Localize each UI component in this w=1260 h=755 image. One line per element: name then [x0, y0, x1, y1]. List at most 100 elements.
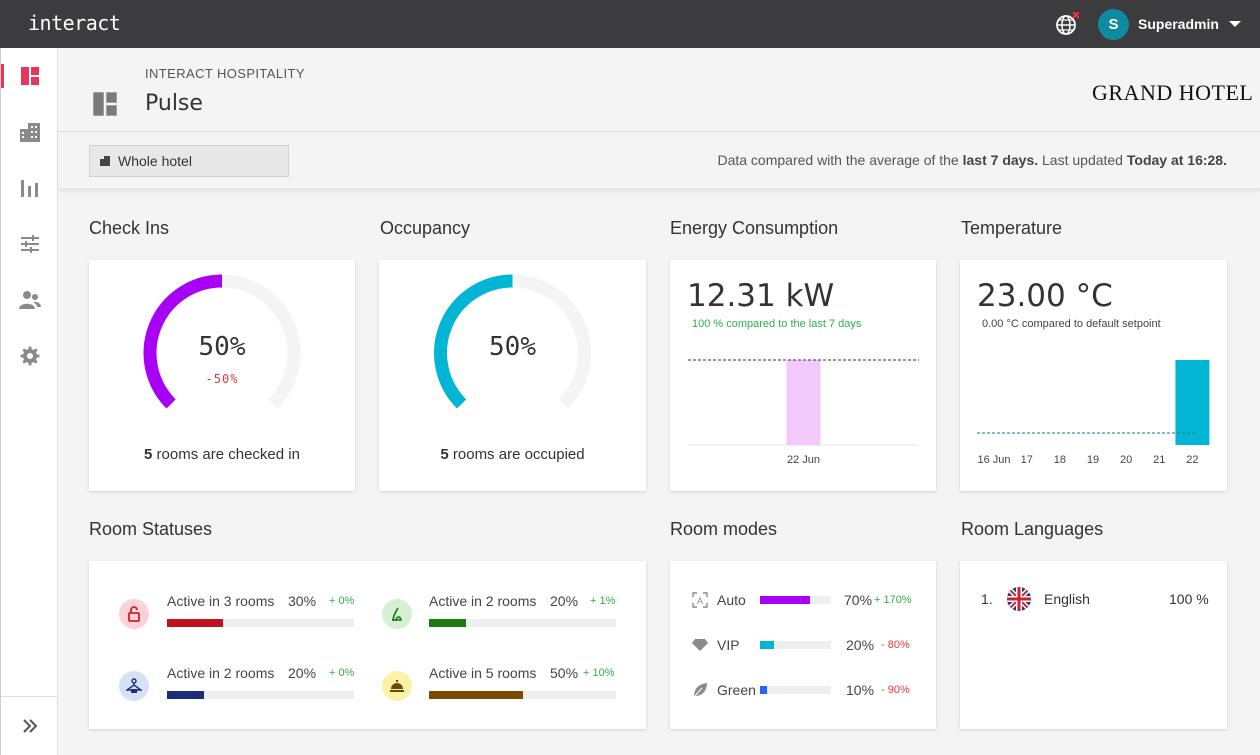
mode-bar [760, 686, 831, 694]
occupancy-caption: 5 rooms are occupied [440, 446, 585, 463]
status-bar-fill [429, 691, 523, 699]
hotel-logo: GRAND HOTEL [1092, 80, 1254, 105]
mode-label: VIP [717, 637, 740, 653]
energy-bar [786, 360, 821, 445]
sliders-icon [20, 235, 39, 253]
status-label: Active in 2 rooms [167, 665, 275, 681]
energy-title: Energy Consumption [670, 218, 839, 238]
status-bar [429, 619, 616, 627]
status-percent: 20% [288, 665, 317, 681]
mode-bar-fill [760, 641, 775, 649]
double-chevron-right-icon [22, 719, 37, 733]
temperature-compare: 0.00 °C compared to default setpoint [982, 318, 1161, 330]
mode-bar-fill [760, 686, 768, 694]
user-menu[interactable]: S Superadmin [1098, 8, 1241, 40]
mode-percent: 70% [844, 592, 873, 608]
mode-percent: 10% [846, 682, 875, 698]
checkins-percent: 50% [198, 332, 246, 362]
chevron-down-icon [1228, 21, 1241, 27]
dashboard-icon [92, 91, 118, 122]
temperature-tick-label: 19 [1087, 454, 1099, 466]
sidebar-item-settings[interactable] [1, 334, 58, 378]
svg-text:A: A [697, 596, 703, 606]
room-languages-title: Room Languages [961, 519, 1104, 539]
status-bar [429, 691, 616, 699]
room-statuses-title: Room Statuses [89, 519, 213, 539]
page-title: Pulse [145, 91, 203, 116]
uk-flag-icon [1007, 587, 1031, 611]
app-logo[interactable]: interact [28, 11, 121, 35]
hanger-icon [126, 678, 142, 693]
sidebar-item-controls[interactable] [1, 222, 58, 266]
building-icon [100, 156, 110, 166]
vacuum-icon [392, 607, 402, 622]
page-subtitle: INTERACT HOSPITALITY [145, 66, 305, 81]
status-icon-unlocked [119, 599, 149, 629]
language-rank: 1. [981, 591, 993, 607]
language-globe-icon[interactable] [1055, 11, 1080, 36]
mode-label: Green [717, 682, 756, 698]
mode-delta: - 90% [881, 684, 910, 696]
status-delta: + 0% [329, 595, 355, 607]
checkins-title: Check Ins [89, 218, 170, 238]
occupancy-card: 50% 5 rooms are occupied [379, 260, 646, 491]
sidebar-item-users[interactable] [1, 278, 58, 322]
status-label: Active in 5 rooms [429, 665, 537, 681]
status-icon-housekeeping [119, 671, 149, 701]
sidebar [0, 48, 58, 755]
room-languages-card: 1. English 100 % [960, 561, 1227, 729]
temperature-tick-label: 20 [1120, 454, 1132, 466]
temperature-title: Temperature [961, 218, 1063, 238]
status-percent: 30% [288, 593, 317, 609]
energy-card: 12.31 kW 100 % compared to the last 7 da… [670, 260, 936, 491]
temperature-tick-label: 22 [1186, 454, 1198, 466]
mode-delta: - 80% [881, 639, 910, 651]
mode-delta: + 170% [874, 594, 912, 606]
users-icon [18, 291, 41, 309]
room-modes-card: A Auto 70% + 170% VIP 20% - 80% Green 10… [670, 561, 936, 729]
room-statuses-card: Active in 3 rooms 30% + 0% Active in 2 r… [89, 561, 646, 729]
status-bar-fill [167, 691, 205, 699]
room-modes-title: Room modes [670, 519, 778, 539]
energy-value: 12.31 kW [687, 278, 835, 314]
lock-icon [128, 606, 140, 622]
checkins-card: 50% -50% 5 rooms are checked in [89, 260, 355, 491]
data-comparison-note: Data compared with the average of the la… [717, 152, 1227, 168]
energy-tick-label: 22 Jun [787, 454, 820, 466]
filter-bar: Whole hotel Data compared with the avera… [59, 132, 1260, 190]
status-delta: + 10% [583, 667, 615, 679]
leaf-icon [693, 683, 707, 698]
status-icon-cleaning [382, 599, 412, 629]
occupancy-percent: 50% [489, 332, 536, 362]
occupancy-title: Occupancy [380, 218, 471, 238]
checkins-gauge [143, 274, 301, 409]
status-bar-fill [167, 619, 224, 627]
page-header: INTERACT HOSPITALITY Pulse GRAND HOTEL [59, 48, 1260, 132]
temperature-bar [1175, 360, 1210, 445]
temperature-tick-label: 16 Jun [977, 454, 1010, 466]
temperature-tick-label: 21 [1153, 454, 1165, 466]
temperature-chart: 16 Jun 17 18 19 20 21 22 [977, 360, 1210, 466]
sidebar-divider [1, 696, 58, 697]
energy-compare: 100 % compared to the last 7 days [692, 318, 862, 330]
mode-label: Auto [717, 592, 746, 608]
mode-bar [760, 596, 831, 604]
sidebar-item-analytics[interactable] [1, 166, 58, 210]
scope-select[interactable]: Whole hotel [89, 145, 289, 177]
mode-bar [760, 641, 831, 649]
sidebar-expand-button[interactable] [1, 704, 58, 748]
status-bar [167, 691, 354, 699]
diamond-icon [692, 639, 708, 651]
checkins-caption: 5 rooms are checked in [144, 446, 300, 463]
temperature-value: 23.00 °C [977, 278, 1113, 314]
status-bar-fill [429, 619, 467, 627]
sidebar-item-dashboard[interactable] [1, 54, 58, 98]
language-percent: 100 % [1169, 591, 1209, 607]
dashboard-icon [20, 67, 39, 85]
sidebar-item-buildings[interactable] [1, 110, 58, 154]
avatar: S [1098, 8, 1129, 40]
checkins-delta: -50% [205, 372, 239, 386]
language-name: English [1044, 591, 1090, 607]
bar-chart-icon [20, 180, 38, 197]
temperature-card: 23.00 °C 0.00 °C compared to default set… [960, 260, 1227, 491]
